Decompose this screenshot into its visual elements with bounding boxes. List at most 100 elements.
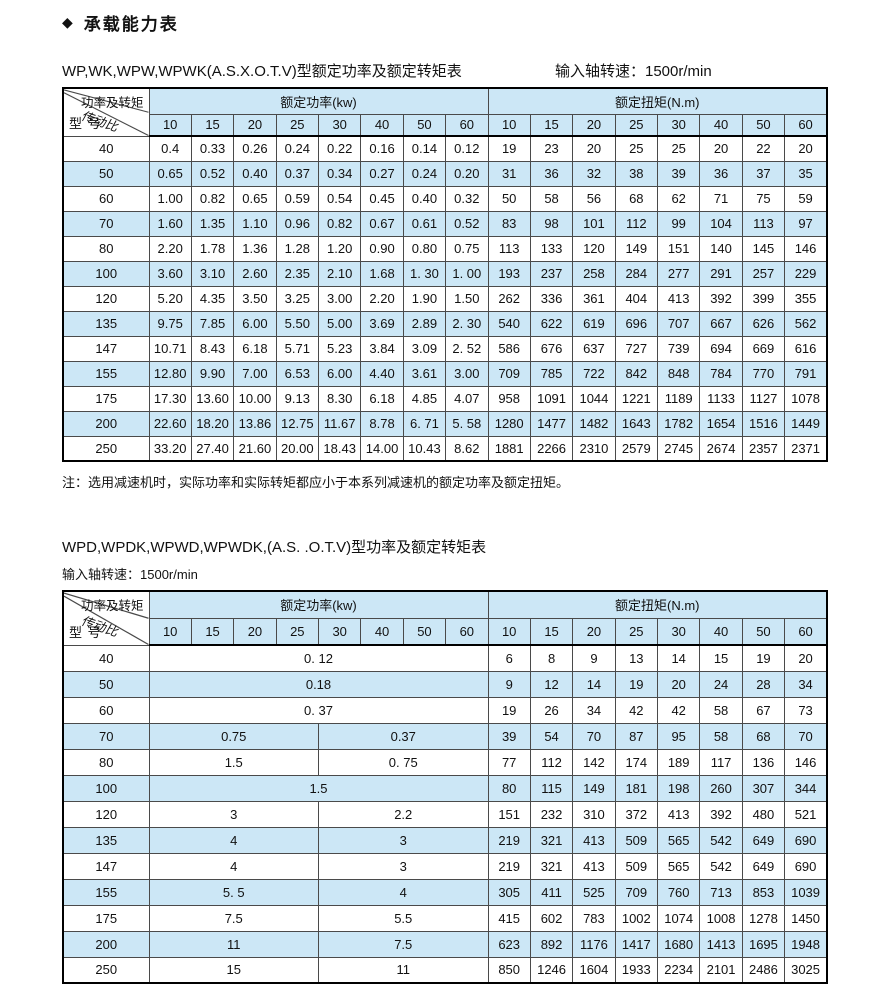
ratio-header: 20 [233,113,277,137]
torque-cell: 602 [529,904,574,932]
power-cell: 3 [318,852,489,880]
torque-cell: 193 [487,260,531,287]
power-cell: 1.90 [402,285,447,312]
torque-cell: 565 [656,826,701,854]
torque-cell: 619 [572,310,616,337]
torque-cell: 117 [699,748,743,776]
torque-cell: 722 [572,360,616,387]
torque-cell: 120 [572,235,616,262]
torque-cell: 113 [487,235,531,262]
torque-cell: 133 [529,235,574,262]
table-row: 250 33.20 27.40 21.60 20.00 18.43 14.00 10.43 8.… [62,435,828,462]
power-section-header: 额定功率(kw) [148,87,489,115]
torque-cell: 97 [784,210,828,237]
power-cell: 0.45 [360,185,404,212]
ratio-header: 10 [148,113,192,137]
power-cell: 0.65 [233,185,277,212]
power-cell: 7.00 [233,360,277,387]
torque-cell: 189 [656,748,701,776]
corner-label-power-torque: 功率及转矩 [80,96,144,110]
torque-cell: 2745 [656,435,701,462]
torque-cell: 1002 [614,904,659,932]
power-cell: 15 [148,956,319,984]
power-cell: 10.00 [233,385,277,412]
power-cell: 5. 5 [148,878,319,906]
torque-cell: 58 [699,722,743,750]
torque-cell: 20 [572,135,616,162]
model-cell: 120 [62,285,150,312]
power-cell: 2.60 [233,260,277,287]
power-cell: 0.40 [233,160,277,187]
power-cell: 1. 30 [402,260,447,287]
model-cell: 60 [62,185,150,212]
power-cell: 4.07 [445,385,489,412]
torque-cell: 32 [572,160,616,187]
model-cell: 40 [62,644,150,672]
torque-section-header: 额定扭矩(N.m) [487,590,828,619]
torque-cell: 1246 [529,956,574,984]
torque-cell: 853 [741,878,786,906]
torque-cell: 770 [741,360,786,387]
torque-cell: 9 [487,670,531,698]
torque-cell: 232 [529,800,574,828]
torque-cell: 1881 [487,435,531,462]
torque-cell: 58 [529,185,574,212]
power-cell: 1.5 [148,774,489,802]
torque-cell: 58 [699,696,743,724]
power-cell: 0.54 [317,185,362,212]
torque-cell: 321 [529,852,574,880]
ratio-header: 30 [317,113,362,137]
table-row: 40 0. 12 6 8 9 13 14 15 19 20 [62,644,828,672]
table-row: 135 9.75 7.85 6.00 5.50 5.00 3.69 2.89 2. 30 540 6… [62,310,828,337]
power-cell: 0.4 [148,135,192,162]
ratio-header: 40 [360,113,404,137]
corner-label-power-torque: 功率及转矩 [80,599,144,613]
table-row: 200 11 7.5 623 892 1176 1417 1680 1413 1695 1948 [62,930,828,958]
table-row: 40 0.4 0.33 0.26 0.24 0.22 0.16 0.14 0.12 19 23 20 2… [62,135,828,162]
torque-cell: 19 [487,135,531,162]
model-cell: 100 [62,774,150,802]
torque-cell: 361 [572,285,616,312]
model-cell: 250 [62,956,150,984]
torque-cell: 26 [529,696,574,724]
torque-cell: 690 [784,826,828,854]
torque-cell: 696 [614,310,659,337]
table1-speed-label: 输入轴转速：1500r/min [555,63,712,80]
power-cell: 0.12 [445,135,489,162]
torque-cell: 521 [784,800,828,828]
ratio-header: 15 [529,617,574,646]
ratio-header: 20 [572,113,616,137]
torque-cell: 1039 [784,878,828,906]
table1-title: WP,WK,WPW,WPWK(A.S.X.O.T.V)型额定功率及额定转矩表 [62,63,462,80]
table-row: 70 1.60 1.35 1.10 0.96 0.82 0.67 0.61 0.52 83 98 10… [62,210,828,237]
power-cell: 0.90 [360,235,404,262]
torque-cell: 784 [699,360,743,387]
torque-cell: 2486 [741,956,786,984]
torque-cell: 509 [614,852,659,880]
table-row: 120 5.20 4.35 3.50 3.25 3.00 2.20 1.90 1.50 262 33… [62,285,828,312]
ratio-header: 30 [656,113,701,137]
power-cell: 0.33 [190,135,235,162]
ratio-header: 60 [445,113,489,137]
table-row: 80 1.5 0. 75 77 112 142 174 189 117 136 146 [62,748,828,776]
power-cell: 5. 58 [445,410,489,437]
power-cell: 0. 12 [148,644,489,672]
torque-cell: 413 [656,800,701,828]
torque-cell: 1449 [784,410,828,437]
corner-header-cell: 功率及转矩 传动比 型 号 [62,590,150,646]
ratio-header: 60 [784,113,828,137]
model-cell: 135 [62,826,150,854]
table2-title: WPD,WPDK,WPWD,WPWDK,(A.S. .O.T.V)型功率及额定转… [62,539,487,556]
rated-power-torque-table-1: 功率及转矩 传动比 型 号 额定功率(kw) 额定扭矩(N.m) 10 15 20 2… [62,87,828,462]
model-cell: 50 [62,670,150,698]
torque-cell: 25 [656,135,701,162]
torque-cell: 1695 [741,930,786,958]
torque-cell: 13 [614,644,659,672]
torque-cell: 36 [529,160,574,187]
table-row: 200 22.60 18.20 13.86 12.75 11.67 8.78 6. 71 5. … [62,410,828,437]
power-cell: 0.40 [402,185,447,212]
power-cell: 3.25 [275,285,320,312]
torque-cell: 413 [572,826,616,854]
power-cell: 13.60 [190,385,235,412]
torque-cell: 713 [699,878,743,906]
